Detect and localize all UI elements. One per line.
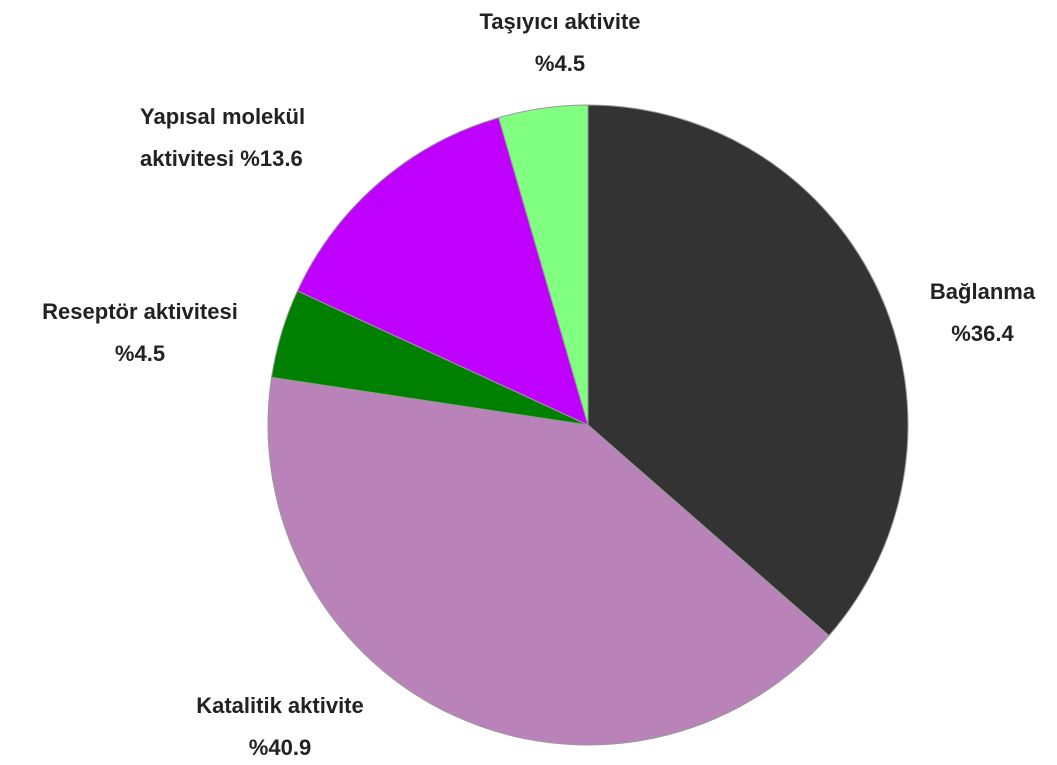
slice-label: Taşıyıcı aktivite %4.5 [440,1,680,85]
category-label: Taşıyıcı aktivite [479,9,641,34]
slice-label: Katalitik aktivite %40.9 [140,685,420,765]
pie-slice [296,117,589,426]
pie-slice [498,104,589,426]
pie-slice [587,104,909,637]
slice-label: Yapısal molekül aktivitesi %13.6 [140,96,370,180]
slice-label: Bağlanma %36.4 [900,271,1057,355]
category-label: Reseptör aktivitesi [42,299,238,324]
value-label: %13.6 [240,146,303,171]
category-label: Bağlanma [929,279,1036,304]
value-label: %4.5 [114,341,166,366]
category-label: Yapısal molekül aktivitesi [140,104,306,171]
value-label: %40.9 [248,735,312,760]
value-label: %4.5 [534,51,586,76]
pie-slice [267,376,830,746]
category-label: Katalitik aktivite [196,693,364,718]
slice-label: Reseptör aktivitesi %4.5 [0,291,280,375]
value-label: %36.4 [951,321,1014,346]
